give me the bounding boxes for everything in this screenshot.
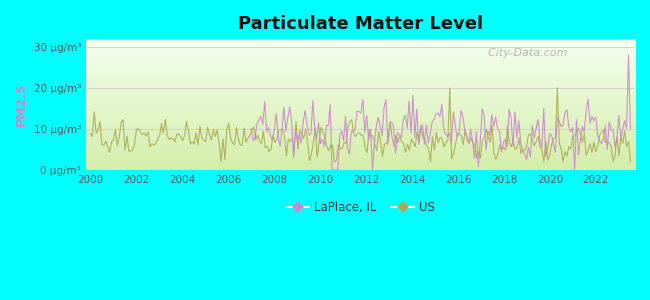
Title: Particulate Matter Level: Particulate Matter Level — [238, 15, 483, 33]
Text: City-Data.com: City-Data.com — [481, 48, 567, 58]
Y-axis label: PM2.5: PM2.5 — [15, 82, 28, 126]
Legend: LaPlace, IL, US: LaPlace, IL, US — [281, 196, 439, 219]
